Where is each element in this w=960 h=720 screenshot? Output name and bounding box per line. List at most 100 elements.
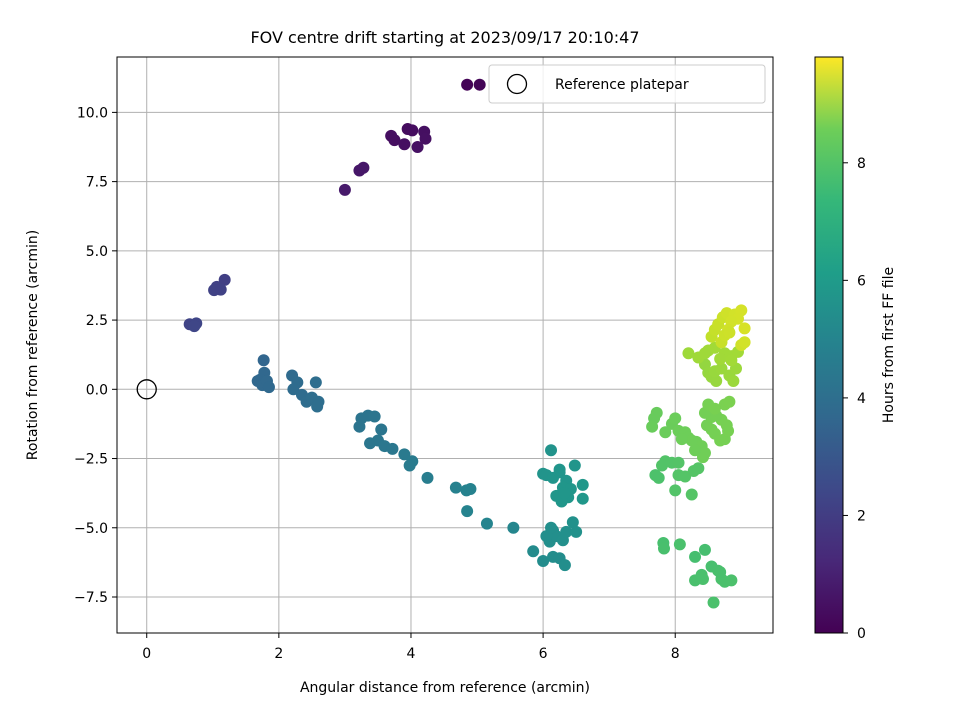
data-point <box>403 459 416 472</box>
data-point <box>553 463 566 476</box>
y-tick-label: 0.0 <box>86 382 108 398</box>
data-point <box>576 478 589 491</box>
data-point <box>692 462 705 475</box>
data-point <box>707 596 720 609</box>
data-point <box>669 484 682 497</box>
data-point <box>188 320 201 333</box>
data-point <box>398 138 411 151</box>
data-point <box>480 517 493 530</box>
colorbar-gradient <box>814 56 844 634</box>
data-point <box>689 444 702 457</box>
data-point <box>386 442 399 455</box>
colorbar-tick-label: 0 <box>857 626 866 642</box>
data-point <box>257 354 270 367</box>
x-tick-label: 0 <box>142 646 151 662</box>
y-tick-label: −2.5 <box>74 452 108 468</box>
data-point <box>698 543 711 556</box>
data-point <box>473 78 486 91</box>
y-tick-label: −5.0 <box>74 521 108 537</box>
y-tick-label: −7.5 <box>74 590 108 606</box>
colorbar-tick-label: 2 <box>857 508 866 524</box>
data-point <box>507 521 520 534</box>
data-point <box>449 481 462 494</box>
data-point <box>419 132 432 145</box>
y-tick-label: 5.0 <box>86 244 108 260</box>
x-tick-label: 6 <box>539 646 548 662</box>
data-point <box>537 555 550 567</box>
data-point <box>558 559 571 572</box>
data-point <box>714 566 727 579</box>
data-point <box>714 352 727 365</box>
data-point <box>545 444 558 457</box>
colorbar-tick-label: 4 <box>857 391 866 407</box>
data-point <box>398 448 411 461</box>
data-point <box>695 568 708 581</box>
colorbar-tick-label: 8 <box>857 156 866 172</box>
data-point <box>558 487 571 500</box>
data-point <box>214 283 227 296</box>
data-point <box>673 538 686 551</box>
chart-title: FOV centre drift starting at 2023/09/17 … <box>250 28 639 47</box>
data-point <box>698 347 711 360</box>
y-axis-label: Rotation from reference (arcmin) <box>25 230 41 460</box>
data-point <box>682 347 695 360</box>
data-point <box>715 362 728 375</box>
x-axis-label: Angular distance from reference (arcmin) <box>300 680 590 696</box>
data-point <box>723 326 736 339</box>
data-point <box>406 124 419 137</box>
data-point <box>353 420 366 433</box>
data-point <box>689 550 702 563</box>
data-points <box>183 78 751 609</box>
data-point <box>738 322 751 335</box>
reference-point <box>136 379 157 400</box>
data-point <box>545 521 558 534</box>
legend: Reference platepar <box>488 64 766 104</box>
data-point <box>646 420 659 433</box>
legend-marker <box>506 73 528 95</box>
data-point <box>679 470 692 483</box>
data-point <box>388 134 401 147</box>
x-axis: 0 2 4 6 8 <box>142 633 680 662</box>
data-point <box>570 525 583 538</box>
data-point <box>725 574 738 587</box>
data-point <box>656 459 669 472</box>
data-point <box>659 426 672 439</box>
data-point <box>464 483 477 495</box>
colorbar-label: Hours from first FF file <box>881 267 897 423</box>
data-point <box>725 354 738 367</box>
data-point <box>262 381 275 394</box>
data-point <box>652 471 665 484</box>
data-point <box>685 488 698 501</box>
data-point <box>421 471 434 484</box>
colorbar: 0 2 4 6 8 Hours from first FF file <box>814 56 897 642</box>
data-point <box>657 542 670 555</box>
colorbar-ticks: 0 2 4 6 8 <box>843 156 866 642</box>
y-tick-label: 10.0 <box>77 105 108 121</box>
data-point <box>723 395 736 408</box>
data-point <box>218 273 231 286</box>
data-point <box>576 492 589 505</box>
x-tick-label: 2 <box>274 646 283 662</box>
data-point <box>309 376 322 389</box>
data-point <box>672 456 685 469</box>
data-point <box>368 410 381 423</box>
data-point <box>738 336 751 349</box>
y-axis: −7.5 −5.0 −2.5 0.0 2.5 5.0 7.5 10.0 <box>74 105 117 606</box>
reference-marker <box>136 379 157 400</box>
data-point <box>461 78 474 91</box>
y-tick-label: 7.5 <box>86 175 108 191</box>
colorbar-tick-label: 6 <box>857 273 866 289</box>
data-point <box>461 505 474 518</box>
grid <box>117 57 773 633</box>
data-point <box>311 400 324 413</box>
data-point <box>566 516 579 529</box>
data-point <box>527 545 540 558</box>
plot-area-frame <box>116 56 774 634</box>
data-point <box>375 423 388 436</box>
data-point <box>560 525 573 538</box>
data-point <box>287 383 300 396</box>
x-tick-label: 8 <box>671 646 680 662</box>
legend-box <box>488 64 766 104</box>
data-point <box>357 161 370 174</box>
data-point <box>411 141 424 153</box>
